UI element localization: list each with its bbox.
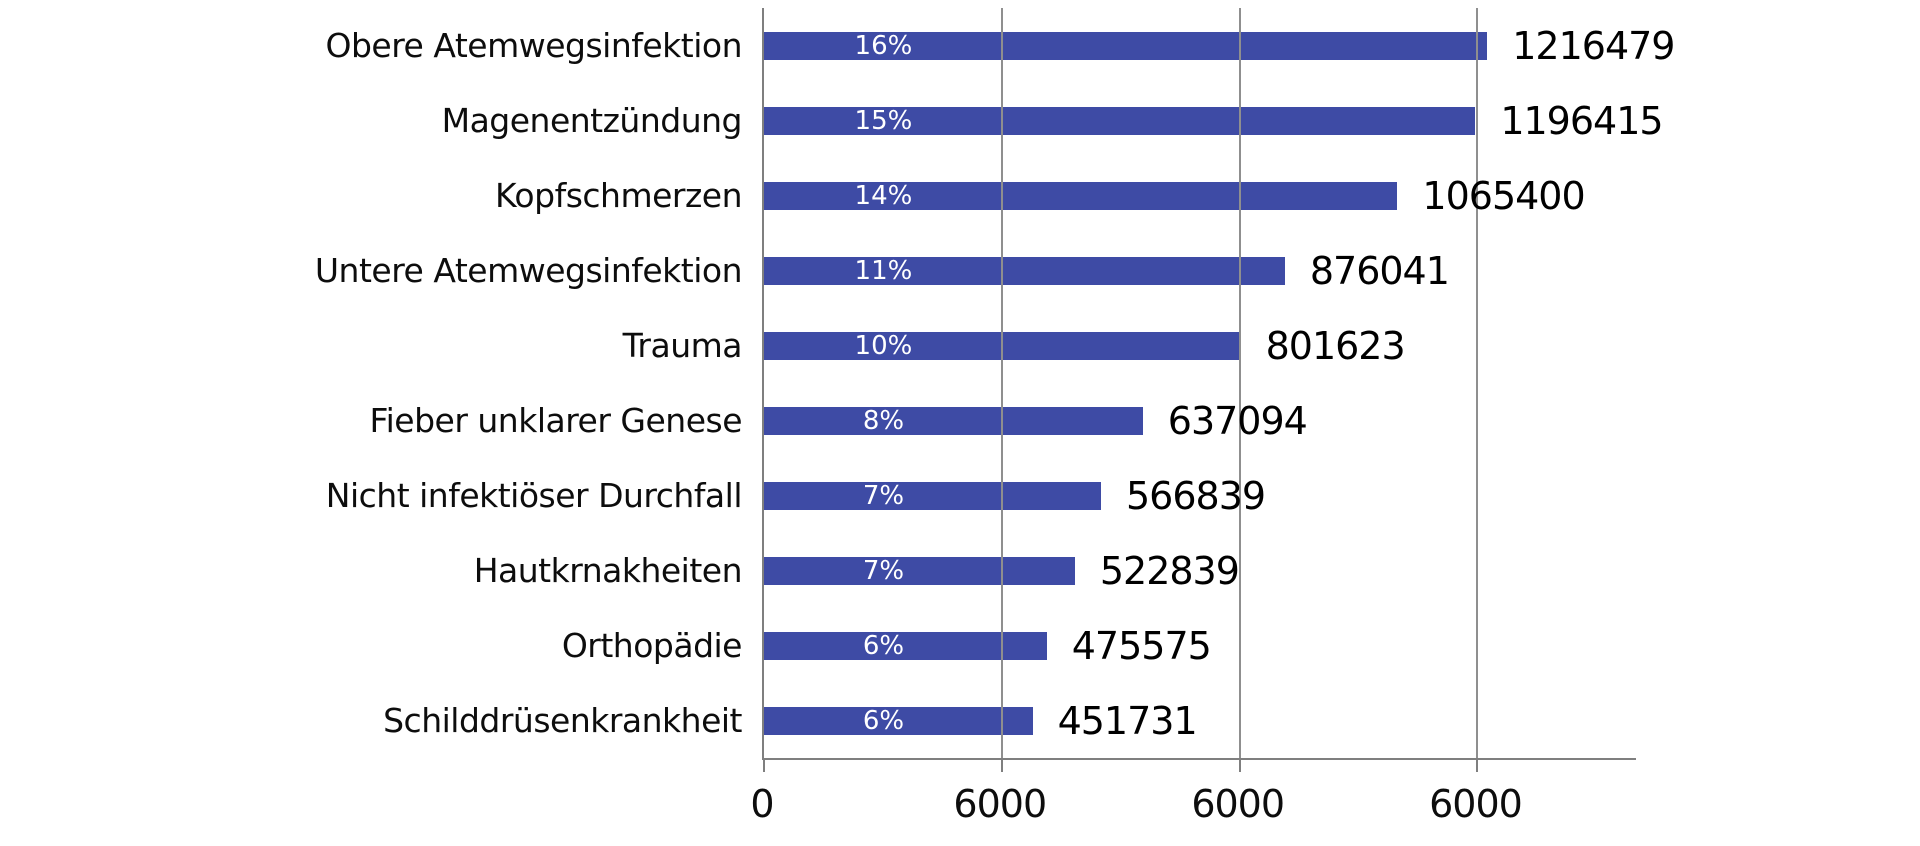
bar-value-label: 475575 bbox=[1071, 623, 1212, 668]
bar-percent-label: 6% bbox=[862, 630, 905, 661]
gridline bbox=[1476, 8, 1479, 758]
bar-value-label: 801623 bbox=[1265, 323, 1406, 368]
category-label: Hautkrnakheiten bbox=[473, 551, 743, 590]
category-axis: Obere Atemwegsinfektion Magenentzündung Ko… bbox=[0, 8, 748, 758]
bar-value-label: 451731 bbox=[1057, 698, 1198, 743]
x-axis-tick-labels: 0 6000 6000 6000 bbox=[750, 782, 1634, 832]
x-tick-label: 6000 bbox=[953, 782, 1047, 826]
axis-tick-mark bbox=[1476, 758, 1479, 772]
bar bbox=[764, 556, 1075, 585]
bar bbox=[764, 31, 1488, 60]
category-label: Untere Atemwegsinfektion bbox=[314, 251, 743, 290]
bar-percent-label: 7% bbox=[862, 555, 905, 586]
x-tick-label: 6000 bbox=[1191, 782, 1285, 826]
category-label: Trauma bbox=[622, 326, 743, 365]
axis-tick-mark bbox=[1000, 758, 1003, 772]
bar-percent-label: 6% bbox=[862, 705, 905, 736]
axis-tick-mark bbox=[1238, 758, 1241, 772]
bar-value-label: 566839 bbox=[1126, 473, 1266, 518]
bar-value-label: 1216479 bbox=[1512, 23, 1675, 68]
category-label: Magenentzündung bbox=[441, 101, 743, 140]
bar-percent-label: 7% bbox=[862, 480, 905, 511]
bar bbox=[764, 481, 1101, 510]
category-label: Fieber unklarer Genese bbox=[369, 401, 743, 440]
bar-percent-label: 15% bbox=[854, 105, 913, 136]
bar-value-label: 1065400 bbox=[1422, 173, 1585, 218]
x-tick-label: 0 bbox=[750, 782, 774, 826]
bar-value-label: 876041 bbox=[1309, 248, 1450, 293]
bar-value-label: 522839 bbox=[1099, 548, 1240, 593]
bar bbox=[764, 181, 1398, 210]
bar-value-label: 637094 bbox=[1167, 398, 1308, 443]
x-tick-label: 6000 bbox=[1429, 782, 1523, 826]
category-label: Obere Atemwegsinfektion bbox=[325, 26, 742, 65]
bar-percent-label: 11% bbox=[854, 255, 913, 286]
category-label: Kopfschmerzen bbox=[494, 176, 743, 215]
bar bbox=[764, 706, 1033, 735]
plot-area: 16% 1216479 15% 1196415 14% 1065400 11% 876041 1… bbox=[762, 8, 1676, 772]
category-label: Orthopädie bbox=[561, 626, 743, 665]
gridline bbox=[1238, 8, 1241, 758]
bar-percent-label: 14% bbox=[854, 180, 913, 211]
bar-percent-label: 16% bbox=[854, 30, 913, 61]
axis-tick-mark bbox=[763, 758, 765, 772]
gridline bbox=[1000, 8, 1003, 758]
bar bbox=[764, 406, 1143, 435]
bar bbox=[764, 631, 1047, 660]
bar-percent-label: 8% bbox=[862, 405, 905, 436]
bar bbox=[764, 106, 1476, 135]
bar-value-label: 1196415 bbox=[1500, 98, 1663, 143]
category-label: Nicht infektiöser Durchfall bbox=[325, 476, 743, 515]
category-label: Schilddrüsenkrankheit bbox=[383, 701, 742, 740]
bar-percent-label: 10% bbox=[854, 330, 913, 361]
bar bbox=[764, 256, 1285, 285]
